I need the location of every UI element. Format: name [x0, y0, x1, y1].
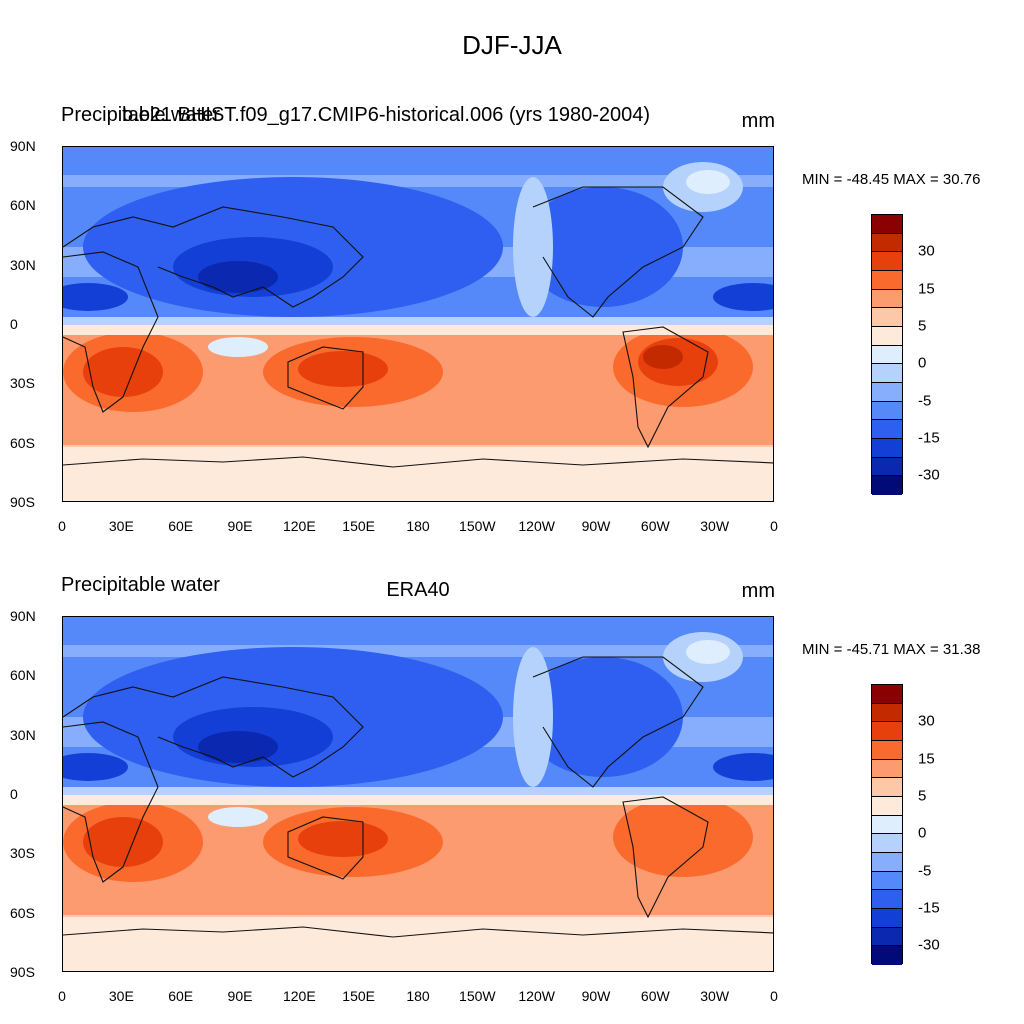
colorbar-segment	[872, 946, 902, 965]
colorbar-tick-label: -5	[918, 392, 932, 410]
longitude-tick-label: 150E	[342, 518, 376, 534]
colorbar-segment	[872, 289, 902, 309]
colorbar-segment	[872, 685, 902, 704]
colorbar-segment	[872, 233, 902, 253]
panel-variable-label: Precipitable water	[61, 104, 220, 126]
panel-units-label: mm	[741, 110, 775, 132]
latitude-tick-label: 30S	[10, 375, 35, 392]
longitude-tick-label: 0	[58, 988, 66, 1004]
longitude-tick-label: 30E	[108, 988, 134, 1004]
colorbar-segment	[872, 871, 902, 891]
latitude-tick-label: 90N	[10, 138, 36, 154]
colorbar-tick-label: 30	[918, 242, 935, 260]
longitude-tick-label: 0	[770, 988, 778, 1004]
longitude-tick-label: 0	[770, 518, 778, 534]
latitude-tick-label: 60N	[10, 197, 36, 214]
colorbar-segment	[872, 270, 902, 290]
latitude-tick-label: 0	[10, 316, 18, 332]
longitude-tick-label: 150W	[459, 988, 496, 1004]
colorbar-segment	[872, 796, 902, 816]
colorbar-segment	[872, 457, 902, 477]
longitude-tick-label: 30E	[108, 518, 134, 534]
colorbar-segment	[872, 908, 902, 928]
longitude-tick-label: 60E	[168, 988, 194, 1004]
colorbar-segment	[872, 815, 902, 835]
colorbar-segment	[872, 252, 902, 271]
longitude-tick-label: 60E	[168, 518, 194, 534]
longitude-tick-label: 0	[58, 518, 66, 534]
panel-dataset-label: ERA40	[386, 579, 450, 601]
colorbar-segment	[872, 308, 902, 327]
figure-title: DJF-JJA	[462, 30, 562, 60]
colorbar-segment	[872, 778, 902, 797]
colorbar-segment	[872, 740, 902, 760]
colorbar-segment	[872, 215, 902, 234]
longitude-tick-label: 180	[406, 518, 430, 534]
colorbar-segment	[872, 382, 902, 402]
colorbar-tick-label: -30	[918, 936, 940, 954]
panel-units-label: mm	[741, 580, 775, 602]
minmax-label: MIN = -45.71 MAX = 31.38	[802, 641, 981, 658]
panel-case-label: b.e21.BHIST.f09_g17.CMIP6-historical.006…	[122, 104, 651, 126]
longitude-tick-label: 90W	[581, 518, 611, 534]
latitude-tick-label: 90N	[10, 608, 36, 624]
colorbar-segment	[872, 703, 902, 723]
colorbar-tick-label: -15	[918, 429, 940, 447]
colorbar-segment	[872, 890, 902, 909]
colorbar-tick-label: 15	[918, 750, 935, 768]
longitude-tick-label: 60W	[640, 988, 670, 1004]
longitude-tick-label: 180	[406, 988, 430, 1004]
colorbar-segment	[872, 834, 902, 853]
colorbar-segment	[872, 438, 902, 458]
colorbar-tick-label: -30	[918, 466, 940, 484]
colorbar-tick-label: 0	[918, 354, 927, 372]
longitude-tick-label: 150W	[459, 518, 496, 534]
longitude-tick-label: 90E	[227, 518, 253, 534]
colorbar-segment	[872, 852, 902, 872]
colorbar-segment	[872, 364, 902, 383]
colorbar-tick-label: 0	[918, 824, 927, 842]
colorbar-tick-label: 30	[918, 712, 935, 730]
longitude-tick-label: 120W	[518, 988, 555, 1004]
longitude-tick-label: 60W	[640, 518, 670, 534]
latitude-tick-label: 30N	[10, 726, 36, 743]
colorbar-segment	[872, 326, 902, 346]
longitude-tick-label: 30W	[700, 518, 730, 534]
longitude-tick-label: 150E	[342, 988, 376, 1004]
longitude-tick-label: 90W	[581, 988, 611, 1004]
colorbar-segment	[872, 345, 902, 365]
colorbar-segment	[872, 476, 902, 495]
latitude-tick-label: 30N	[10, 256, 36, 273]
longitude-tick-label: 30W	[700, 988, 730, 1004]
colorbar-segment	[872, 401, 902, 421]
latitude-tick-label: 60S	[10, 904, 35, 921]
colorbar-segment	[872, 927, 902, 947]
colorbar-tick-label: 15	[918, 280, 935, 298]
latitude-tick-label: 30S	[10, 845, 35, 862]
minmax-label: MIN = -48.45 MAX = 30.76	[802, 171, 981, 188]
colorbar-tick-label: -5	[918, 862, 932, 880]
colorbar-tick-label: -15	[918, 899, 940, 917]
latitude-tick-label: 90S	[10, 964, 35, 980]
colorbar	[871, 684, 903, 965]
colorbar-tick-label: 5	[918, 317, 927, 335]
longitude-tick-label: 120W	[518, 518, 555, 534]
latitude-tick-label: 90S	[10, 494, 35, 510]
latitude-tick-label: 60N	[10, 667, 36, 684]
colorbar-segment	[872, 759, 902, 779]
longitude-tick-label: 120E	[282, 518, 316, 534]
panel-variable-label: Precipitable water	[61, 574, 220, 596]
colorbar	[871, 214, 903, 495]
latitude-tick-label: 60S	[10, 434, 35, 451]
colorbar-tick-label: 5	[918, 787, 927, 805]
colorbar-segment	[872, 722, 902, 741]
longitude-tick-label: 120E	[282, 988, 316, 1004]
latitude-tick-label: 0	[10, 786, 18, 802]
colorbar-segment	[872, 420, 902, 439]
longitude-tick-label: 90E	[227, 988, 253, 1004]
map-plot	[62, 616, 774, 972]
map-plot	[62, 146, 774, 502]
